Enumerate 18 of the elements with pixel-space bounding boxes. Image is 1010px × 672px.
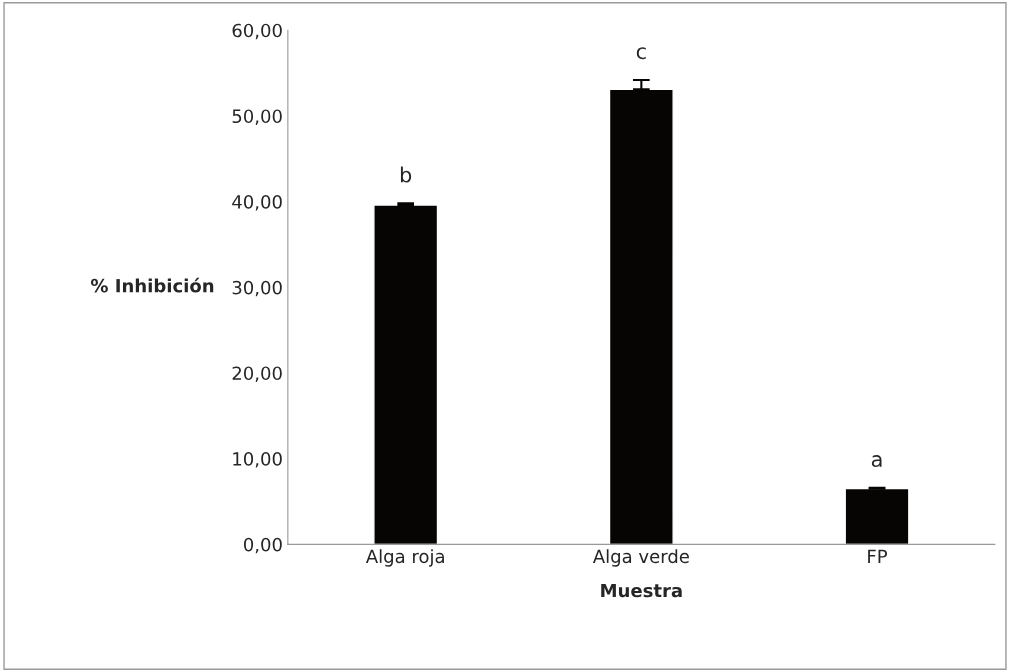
x-axis-title: Muestra	[601, 583, 682, 598]
y-tick-label: 10,00	[233, 452, 282, 468]
x-tick-label: Alga verde	[592, 549, 689, 567]
bar	[844, 487, 910, 545]
x-tick-label: FP	[868, 549, 888, 563]
y-tick-label: 0,00	[243, 537, 282, 554]
y-tick-label: 30,00	[232, 280, 282, 297]
y-tick-label: 60,00	[232, 23, 282, 40]
x-tick-label: Alga roja	[365, 549, 444, 567]
y-tick-label: 20,00	[232, 366, 282, 382]
annotation: b	[400, 166, 412, 183]
y-tick-label: 40,00	[232, 195, 282, 211]
y-tick-label: 50,00	[232, 109, 282, 125]
bar	[608, 88, 674, 545]
annotation: c	[636, 47, 646, 60]
bar	[373, 204, 439, 545]
y-axis-title: % Inhibición	[90, 277, 214, 293]
annotation: a	[871, 455, 882, 468]
